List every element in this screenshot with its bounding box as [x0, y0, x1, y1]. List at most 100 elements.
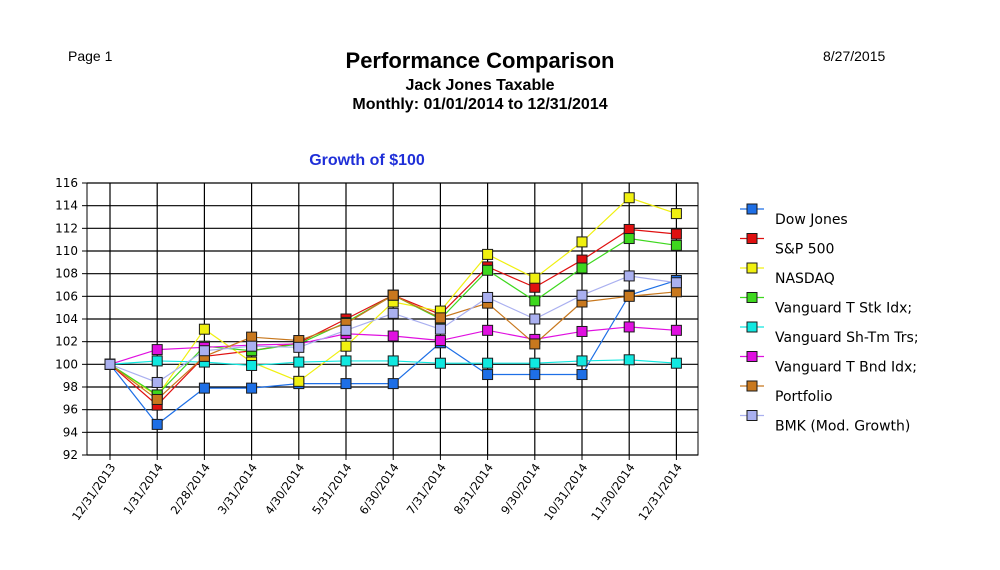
report-date: 8/27/2015	[823, 48, 886, 64]
x-tick-label: 5/31/2014	[309, 461, 354, 517]
data-point	[387, 307, 399, 319]
legend-label: BMK (Mod. Growth)	[775, 419, 910, 435]
x-tick-label: 3/31/2014	[215, 461, 260, 517]
data-point	[104, 358, 116, 370]
x-tick-label: 12/31/2013	[69, 461, 118, 523]
data-point	[670, 277, 682, 289]
data-point	[293, 375, 305, 387]
legend-label: S&P 500	[775, 242, 834, 258]
legend-swatch	[746, 292, 758, 303]
data-point	[576, 355, 588, 367]
report-subtitle: Jack Jones Taxable	[405, 77, 555, 94]
y-tick-label: 96	[63, 403, 78, 417]
y-tick-label: 106	[55, 289, 78, 303]
data-point	[576, 289, 588, 301]
data-point	[623, 354, 635, 366]
x-tick-label: 10/31/2014	[541, 461, 590, 523]
legend-label: Vanguard Sh-Tm Trs;	[775, 330, 919, 346]
data-point	[670, 208, 682, 220]
y-tick-label: 92	[63, 448, 78, 462]
data-point	[670, 357, 682, 369]
x-tick-label: 6/30/2014	[356, 461, 401, 517]
data-point	[246, 382, 258, 394]
data-point	[670, 228, 682, 240]
data-point	[576, 236, 588, 248]
data-point	[246, 331, 258, 343]
report-period: Monthly: 01/01/2014 to 12/31/2014	[352, 96, 608, 113]
data-point	[482, 369, 494, 381]
data-point	[387, 330, 399, 342]
data-point	[576, 369, 588, 381]
data-point	[529, 338, 541, 350]
data-point	[623, 290, 635, 302]
data-point	[623, 233, 635, 245]
page-label: Page 1	[68, 48, 113, 64]
data-point	[434, 357, 446, 369]
data-point	[340, 378, 352, 390]
chart-title: Growth of $100	[309, 152, 425, 169]
legend-label: Dow Jones	[775, 212, 848, 228]
data-point	[387, 378, 399, 390]
data-point	[576, 262, 588, 274]
data-point	[623, 321, 635, 333]
data-point	[340, 324, 352, 336]
legend-label: Vanguard T Bnd Idx;	[775, 360, 917, 376]
y-tick-label: 102	[55, 335, 78, 349]
data-point	[623, 192, 635, 204]
y-tick-label: 110	[55, 244, 78, 258]
data-point	[293, 356, 305, 368]
legend-swatch	[746, 410, 758, 421]
data-point	[529, 369, 541, 381]
data-point	[198, 323, 210, 335]
legend-swatch	[746, 233, 758, 244]
x-tick-label: 4/30/2014	[262, 461, 307, 517]
data-point	[340, 355, 352, 367]
data-point	[482, 357, 494, 369]
data-point	[387, 355, 399, 367]
data-point	[340, 340, 352, 352]
legend-swatch	[746, 380, 758, 392]
data-point	[482, 324, 494, 336]
report-title: Performance Comparison	[345, 48, 615, 73]
data-point	[623, 223, 635, 235]
x-tick-label: 8/31/2014	[451, 461, 496, 517]
y-tick-label: 112	[55, 221, 78, 235]
data-point	[434, 312, 446, 324]
data-point	[670, 286, 682, 298]
data-point	[198, 345, 210, 357]
x-tick-label: 2/28/2014	[168, 461, 213, 517]
y-tick-label: 104	[55, 312, 78, 326]
data-point	[670, 239, 682, 251]
legend-swatch	[746, 321, 758, 333]
y-tick-label: 108	[55, 267, 78, 281]
legend-swatch	[746, 203, 758, 215]
data-point	[151, 355, 163, 367]
y-tick-label: 94	[63, 425, 78, 439]
y-tick-label: 98	[63, 380, 78, 394]
data-point	[151, 418, 163, 430]
data-point	[434, 335, 446, 347]
legend-label: Portfolio	[775, 389, 833, 405]
data-point	[529, 281, 541, 293]
data-point	[434, 323, 446, 335]
legend-swatch	[746, 351, 758, 362]
data-point	[246, 359, 258, 371]
data-point	[151, 393, 163, 405]
data-point	[246, 340, 258, 352]
legend-swatch	[746, 262, 758, 274]
y-tick-label: 100	[55, 357, 78, 371]
y-tick-label: 114	[55, 199, 78, 213]
data-point	[151, 376, 163, 388]
data-point	[529, 272, 541, 284]
data-point	[387, 289, 399, 301]
x-tick-label: 9/30/2014	[498, 461, 543, 517]
data-point	[576, 325, 588, 337]
legend-label: Vanguard T Stk Idx;	[775, 301, 912, 317]
legend-label: NASDAQ	[775, 271, 835, 287]
x-tick-label: 12/31/2014	[635, 461, 684, 523]
x-tick-label: 11/30/2014	[588, 461, 637, 523]
data-point	[529, 313, 541, 325]
data-point	[293, 341, 305, 353]
data-point	[198, 382, 210, 394]
